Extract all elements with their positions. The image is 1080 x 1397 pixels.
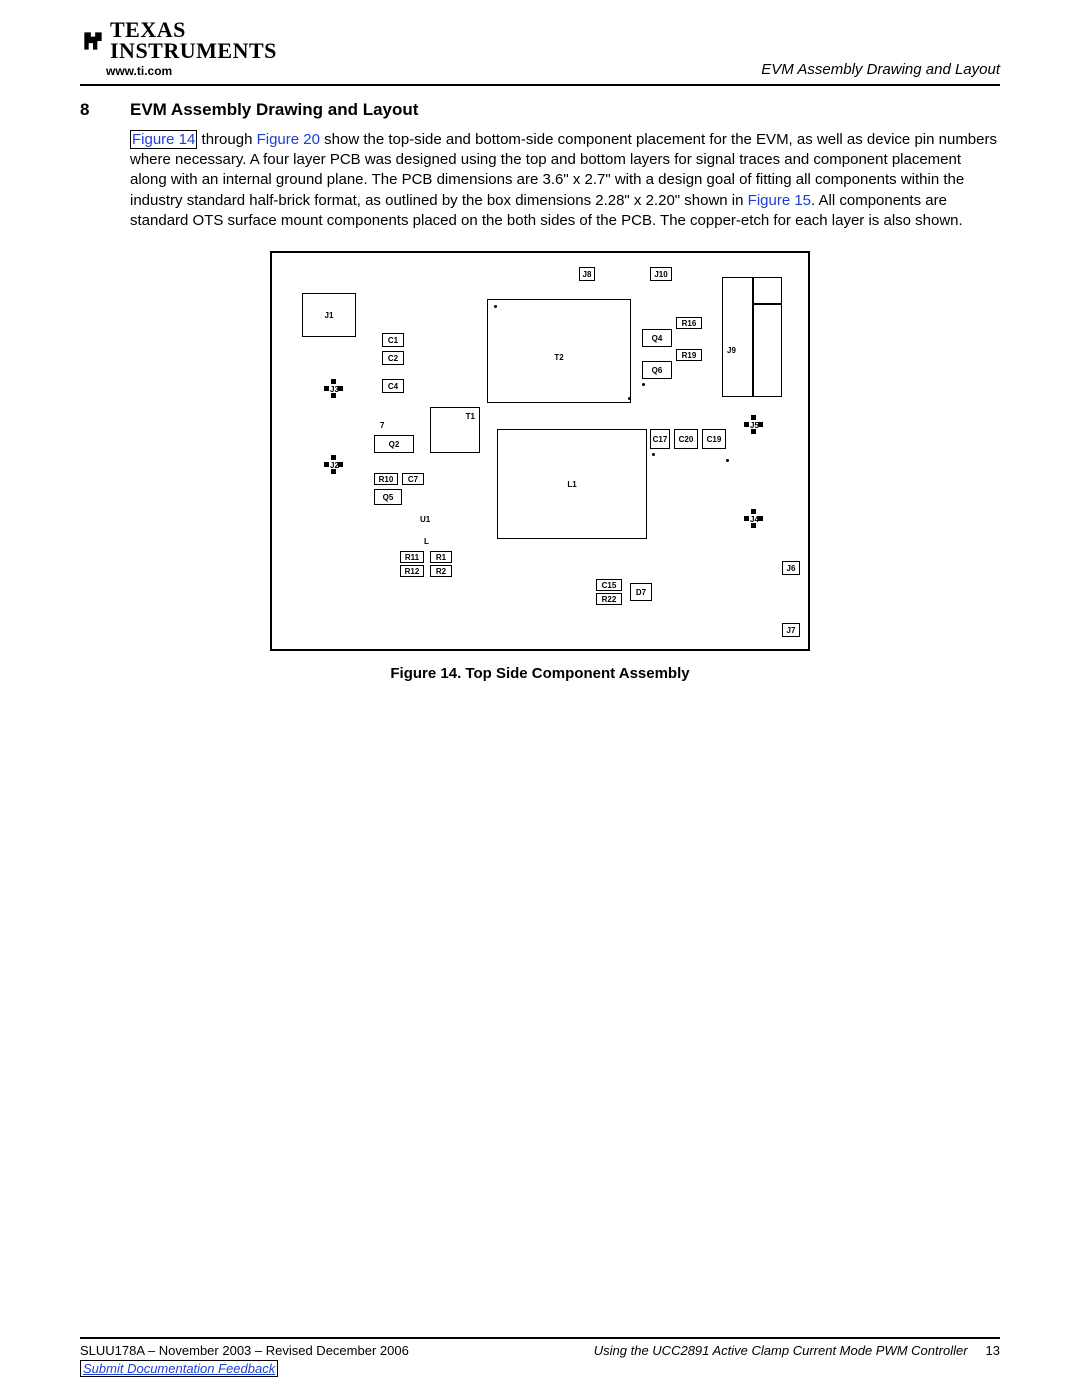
lbl-J4: J4 — [750, 515, 759, 524]
figure-caption: Figure 14. Top Side Component Assembly — [80, 665, 1000, 682]
cmp-J6: J6 — [782, 561, 800, 575]
cmp-R1: R1 — [430, 551, 452, 563]
divider — [752, 303, 782, 305]
lbl-U1: U1 — [420, 515, 430, 524]
cmp-R10: R10 — [374, 473, 398, 485]
section-number: 8 — [80, 100, 110, 120]
section-title: EVM Assembly Drawing and Layout — [130, 100, 418, 120]
divider — [752, 277, 754, 397]
cmp-R19: R19 — [676, 349, 702, 361]
cmp-C17: C17 — [650, 429, 670, 449]
cmp-T1: T1 — [430, 407, 480, 453]
cmp-T2: T2 — [487, 299, 631, 403]
cmp-C7: C7 — [402, 473, 424, 485]
cmp-R16: R16 — [676, 317, 702, 329]
cmp-D7: D7 — [630, 583, 652, 601]
brand-text: TEXAS INSTRUMENTS — [110, 20, 277, 62]
link-figure-14[interactable]: Figure 14 — [130, 130, 197, 149]
cmp-J10: J10 — [650, 267, 672, 281]
para-text-b: through — [197, 131, 256, 148]
link-figure-15[interactable]: Figure 15 — [748, 192, 811, 209]
cmp-R22: R22 — [596, 593, 622, 605]
ti-logo-icon — [80, 28, 106, 54]
header-section-title: EVM Assembly Drawing and Layout — [761, 61, 1000, 78]
cmp-R11: R11 — [400, 551, 424, 563]
cmp-R12: R12 — [400, 565, 424, 577]
logo-block: TEXAS INSTRUMENTS www.ti.com — [80, 20, 277, 78]
brand-line1: TEXAS — [110, 20, 277, 40]
cmp-C1: C1 — [382, 333, 404, 347]
cmp-R2: R2 — [430, 565, 452, 577]
lbl-7: 7 — [380, 421, 384, 430]
lbl-J2: J2 — [330, 461, 339, 470]
submit-feedback-link[interactable]: Submit Documentation Feedback — [80, 1360, 278, 1377]
cmp-C19: C19 — [702, 429, 726, 449]
cmp-Q5: Q5 — [374, 489, 402, 505]
cmp-Q2: Q2 — [374, 435, 414, 453]
cmp-C20: C20 — [674, 429, 698, 449]
cmp-J8: J8 — [579, 267, 595, 281]
pcb-layout: J8 J10 J1 C1 C2 C4 T2 Q4 Q6 R16 R19 J9 J… — [270, 251, 810, 651]
cmp-C4: C4 — [382, 379, 404, 393]
via-dot — [726, 459, 729, 462]
page-header: TEXAS INSTRUMENTS www.ti.com EVM Assembl… — [80, 20, 1000, 86]
page-footer: SLUU178A – November 2003 – Revised Decem… — [80, 1337, 1000, 1377]
via-dot — [652, 453, 655, 456]
cmp-C15: C15 — [596, 579, 622, 591]
footer-docinfo: SLUU178A – November 2003 – Revised Decem… — [80, 1343, 409, 1358]
cmp-L1: L1 — [497, 429, 647, 539]
section-heading: 8 EVM Assembly Drawing and Layout — [80, 100, 1000, 120]
link-figure-20[interactable]: Figure 20 — [257, 131, 320, 148]
lbl-J5: J5 — [750, 421, 759, 430]
lbl-J3: J3 — [330, 385, 339, 394]
lbl-L: L — [424, 537, 429, 546]
cmp-C2: C2 — [382, 351, 404, 365]
brand-line2: INSTRUMENTS — [110, 40, 277, 62]
cmp-Q4: Q4 — [642, 329, 672, 347]
footer-title: Using the UCC2891 Active Clamp Current M… — [594, 1343, 968, 1358]
brand-url[interactable]: www.ti.com — [106, 64, 172, 78]
footer-page: 13 — [986, 1343, 1000, 1358]
figure-14: J8 J10 J1 C1 C2 C4 T2 Q4 Q6 R16 R19 J9 J… — [80, 251, 1000, 651]
cmp-J7: J7 — [782, 623, 800, 637]
via-dot — [642, 383, 645, 386]
cmp-Q6: Q6 — [642, 361, 672, 379]
cmp-J1: J1 — [302, 293, 356, 337]
section-paragraph: Figure 14 through Figure 20 show the top… — [130, 130, 1000, 231]
